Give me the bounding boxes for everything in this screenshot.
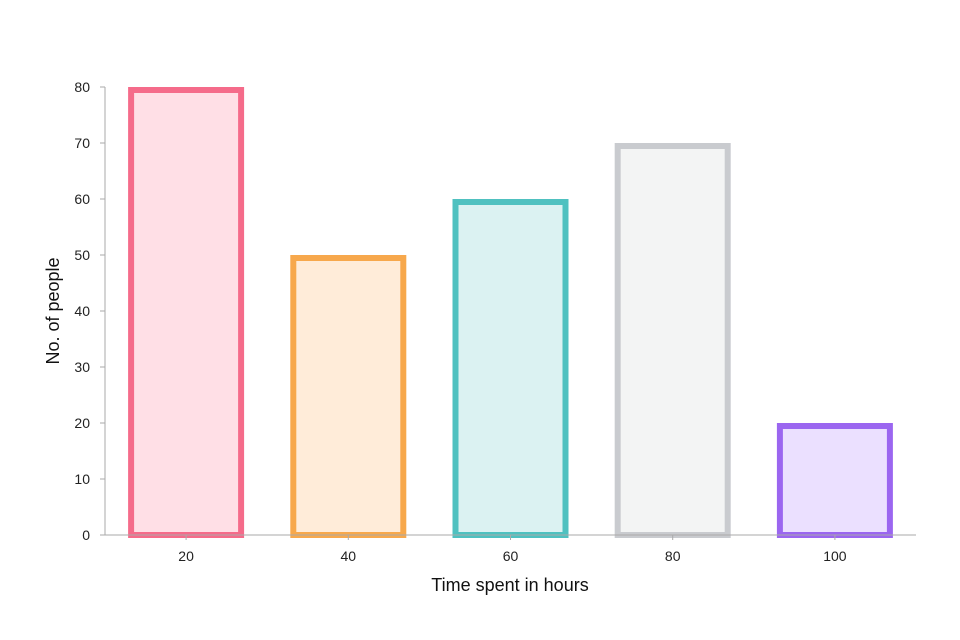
y-tick-label: 20 <box>74 415 90 431</box>
x-tick-label: 60 <box>503 548 519 564</box>
y-tick-label: 30 <box>74 359 90 375</box>
bar-20[interactable] <box>128 87 245 538</box>
y-tick-label: 0 <box>82 527 90 543</box>
bar-80[interactable] <box>614 143 731 538</box>
y-tick-label: 10 <box>74 471 90 487</box>
y-tick-label: 80 <box>74 79 90 95</box>
x-tick-label: 80 <box>665 548 681 564</box>
y-tick-label: 40 <box>74 303 90 319</box>
y-tick-label: 60 <box>74 191 90 207</box>
bar-60[interactable] <box>452 199 569 538</box>
bars-layer <box>128 87 893 538</box>
y-axis-title: No. of people <box>43 257 63 364</box>
y-ticks-layer: 0 10 20 30 40 50 60 70 80 <box>74 79 105 543</box>
x-tick-label: 100 <box>823 548 847 564</box>
y-tick-label: 50 <box>74 247 90 263</box>
bar-40[interactable] <box>290 255 407 538</box>
bar-100[interactable] <box>776 423 893 538</box>
x-tick-label: 40 <box>341 548 357 564</box>
y-tick-label: 70 <box>74 135 90 151</box>
x-tick-label: 20 <box>178 548 194 564</box>
x-ticks-layer: 20 40 60 80 100 <box>178 535 847 564</box>
x-axis-title: Time spent in hours <box>431 575 588 595</box>
